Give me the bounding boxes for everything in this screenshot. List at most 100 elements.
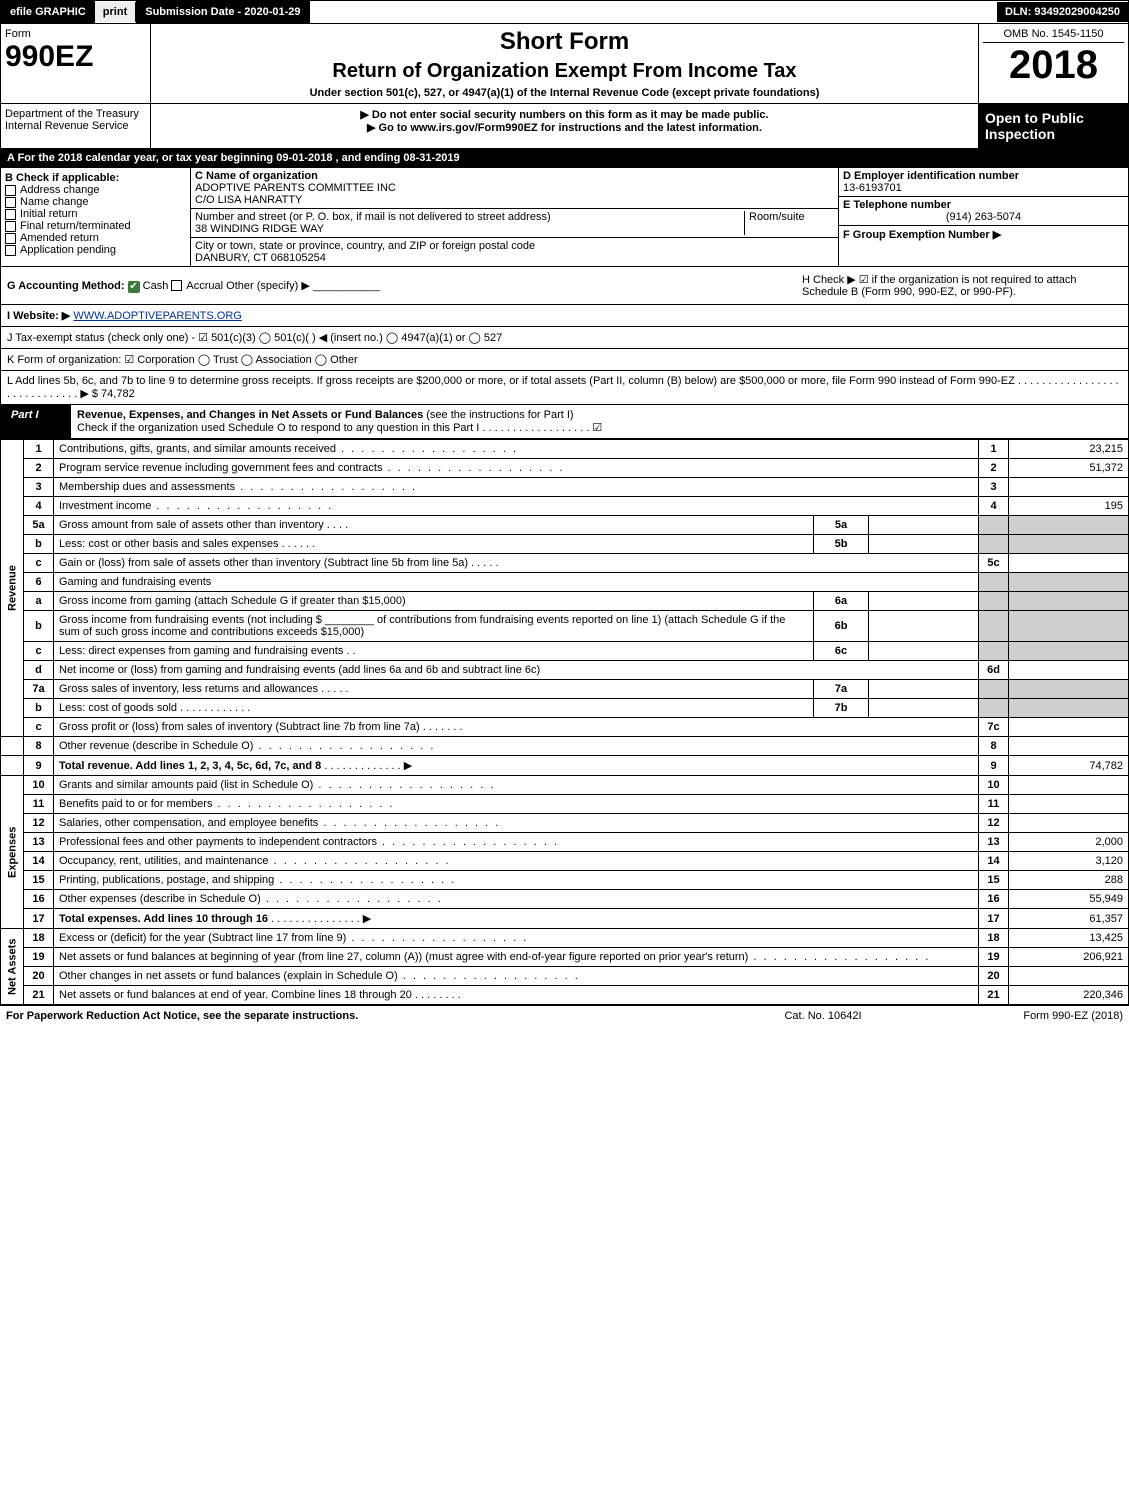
line-desc: Professional fees and other payments to … (54, 833, 979, 852)
line-amount: 55,949 (1009, 890, 1129, 909)
line-desc: Benefits paid to or for members (54, 795, 979, 814)
paperwork-notice: For Paperwork Reduction Act Notice, see … (6, 1010, 723, 1022)
line-10: Expenses 10 Grants and similar amounts p… (1, 776, 1129, 795)
sub-amount (869, 516, 979, 535)
checkbox-icon[interactable] (5, 197, 16, 208)
netassets-side-label: Net Assets (1, 929, 24, 1005)
telephone: (914) 263-5074 (843, 211, 1124, 223)
city: DANBURY, CT 068105254 (195, 252, 326, 264)
no-ssn-note: ▶ Do not enter social security numbers o… (155, 108, 974, 121)
form-header: Form 990EZ Short Form Return of Organiza… (0, 24, 1129, 104)
line-desc: Program service revenue including govern… (54, 459, 979, 478)
section-g: G Accounting Method: ✔ Cash Accrual Othe… (7, 279, 802, 293)
dept-row: Department of the Treasury Internal Reve… (0, 104, 1129, 149)
website-link[interactable]: WWW.ADOPTIVEPARENTS.ORG (73, 310, 241, 322)
catalog-number: Cat. No. 10642I (723, 1010, 923, 1022)
checkbox-icon[interactable] (5, 233, 16, 244)
sub-amount (869, 642, 979, 661)
l-amount: 74,782 (101, 388, 135, 400)
line-desc: Grants and similar amounts paid (list in… (54, 776, 979, 795)
line-amount (1009, 814, 1129, 833)
checkbox-icon[interactable] (5, 185, 16, 196)
l-text: L Add lines 5b, 6c, and 7b to line 9 to … (7, 375, 1119, 400)
sub-amount (869, 611, 979, 642)
form-title-box: Short Form Return of Organization Exempt… (151, 24, 978, 103)
f-label: F Group Exemption Number ▶ (843, 229, 1001, 241)
instructions-box: ▶ Do not enter social security numbers o… (151, 104, 978, 148)
line-amount: 3,120 (1009, 852, 1129, 871)
b-item: Initial return (5, 208, 186, 220)
line-6c: c Less: direct expenses from gaming and … (1, 642, 1129, 661)
footer: For Paperwork Reduction Act Notice, see … (0, 1005, 1129, 1026)
line-desc: Contributions, gifts, grants, and simila… (54, 440, 979, 459)
line-desc: Gross profit or (loss) from sales of inv… (54, 718, 979, 737)
line-amount: 220,346 (1009, 986, 1129, 1005)
top-bar: efile GRAPHIC print Submission Date - 20… (0, 0, 1129, 24)
line-desc: Printing, publications, postage, and shi… (54, 871, 979, 890)
checkbox-icon[interactable] (171, 280, 182, 291)
line-amount (1009, 718, 1129, 737)
line-desc: Gross amount from sale of assets other t… (54, 516, 814, 535)
line-8: 8 Other revenue (describe in Schedule O)… (1, 737, 1129, 756)
line-amount (1009, 776, 1129, 795)
ein: 13-6193701 (843, 182, 902, 194)
part1-table: Revenue 1 Contributions, gifts, grants, … (0, 439, 1129, 1005)
g-accrual: Accrual (186, 280, 223, 292)
line-14: 14 Occupancy, rent, utilities, and maint… (1, 852, 1129, 871)
line-7c: c Gross profit or (loss) from sales of i… (1, 718, 1129, 737)
a-prefix: A For the 2018 calendar year, or tax yea… (7, 152, 273, 164)
line-6a: a Gross income from gaming (attach Sched… (1, 592, 1129, 611)
line-desc: Investment income (54, 497, 979, 516)
form-id-box: Form 990EZ (1, 24, 151, 103)
print-button[interactable]: print (95, 2, 136, 22)
expenses-side-label: Expenses (1, 776, 24, 929)
line-7b: b Less: cost of goods sold . . . . . . .… (1, 699, 1129, 718)
sub-amount (869, 592, 979, 611)
section-b-c-d: B Check if applicable: Address change Na… (0, 168, 1129, 267)
dln-label: DLN: 93492029004250 (997, 2, 1128, 22)
line-desc: Net income or (loss) from gaming and fun… (54, 661, 979, 680)
b-item: Amended return (5, 232, 186, 244)
line-12: 12 Salaries, other compensation, and emp… (1, 814, 1129, 833)
g-cash: Cash (143, 280, 169, 292)
form-label: Form (5, 28, 146, 40)
section-h: H Check ▶ ☑ if the organization is not r… (802, 273, 1122, 298)
c-label: C Name of organization (195, 170, 318, 182)
line-16: 16 Other expenses (describe in Schedule … (1, 890, 1129, 909)
line-amount: 2,000 (1009, 833, 1129, 852)
omb-year-box: OMB No. 1545-1150 2018 (978, 24, 1128, 103)
line-desc: Occupancy, rent, utilities, and maintena… (54, 852, 979, 871)
a-mid: , and ending (336, 152, 401, 164)
sub-amount (869, 680, 979, 699)
short-form-title: Short Form (155, 28, 974, 56)
section-a-taxyear: A For the 2018 calendar year, or tax yea… (0, 149, 1129, 168)
checkbox-icon[interactable] (5, 209, 16, 220)
line-3: 3 Membership dues and assessments 3 (1, 478, 1129, 497)
section-b: B Check if applicable: Address change Na… (1, 168, 191, 266)
line-amount (1009, 795, 1129, 814)
line-desc: Less: cost of goods sold . . . . . . . .… (54, 699, 814, 718)
city-label: City or town, state or province, country… (195, 240, 535, 252)
line-desc: Membership dues and assessments (54, 478, 979, 497)
line-2: 2 Program service revenue including gove… (1, 459, 1129, 478)
line-amount: 206,921 (1009, 948, 1129, 967)
line-amount: 13,425 (1009, 929, 1129, 948)
part1-header: Part I Revenue, Expenses, and Changes in… (0, 405, 1129, 439)
line-17: 17 Total expenses. Add lines 10 through … (1, 909, 1129, 929)
line-desc: Other revenue (describe in Schedule O) (54, 737, 979, 756)
line-11: 11 Benefits paid to or for members 11 (1, 795, 1129, 814)
checkbox-icon[interactable] (5, 221, 16, 232)
b-item: Final return/terminated (5, 220, 186, 232)
line-9: 9 Total revenue. Add lines 1, 2, 3, 4, 5… (1, 756, 1129, 776)
goto-link[interactable]: ▶ Go to www.irs.gov/Form990EZ for instru… (155, 121, 974, 134)
b-item: Address change (5, 184, 186, 196)
line-desc: Total expenses. Add lines 10 through 16 … (54, 909, 979, 929)
g-label: G Accounting Method: (7, 280, 125, 292)
form-version: Form 990-EZ (2018) (923, 1010, 1123, 1022)
return-title: Return of Organization Exempt From Incom… (155, 60, 974, 83)
form-number: 990EZ (5, 40, 146, 74)
sub-amount (869, 535, 979, 554)
d-label: D Employer identification number (843, 170, 1019, 182)
checkbox-icon[interactable] (5, 245, 16, 256)
section-k: K Form of organization: ☑ Corporation ◯ … (0, 349, 1129, 371)
